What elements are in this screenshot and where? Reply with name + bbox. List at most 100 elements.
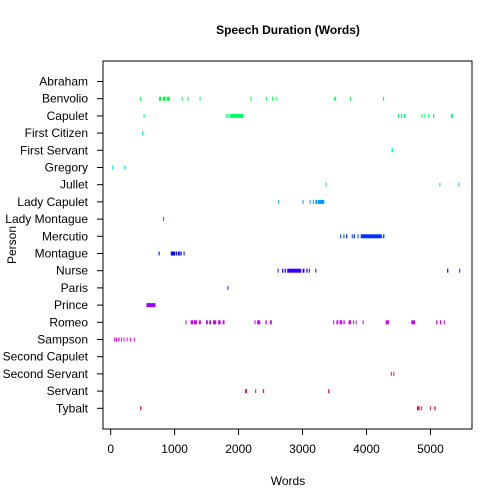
speech-segment	[439, 182, 441, 187]
speech-segment	[434, 406, 436, 411]
speech-segment	[143, 113, 145, 118]
speech-segment	[254, 320, 256, 325]
speech-segment	[362, 320, 364, 325]
speech-segment	[325, 182, 327, 187]
speech-segment	[450, 113, 453, 118]
y-tick-label: Gregory	[45, 161, 88, 175]
speech-segment	[124, 165, 126, 170]
speech-segment	[353, 320, 355, 325]
speech-segment	[199, 96, 201, 101]
speech-segment	[140, 96, 142, 101]
speech-segment	[397, 113, 400, 118]
x-tick-label: 4000	[353, 442, 380, 456]
speech-segment	[244, 389, 247, 394]
x-axis-label: Words	[271, 474, 305, 488]
speech-segment	[349, 96, 351, 101]
speech-segment	[269, 320, 272, 325]
speech-segment	[185, 320, 187, 325]
speech-segment	[351, 234, 353, 239]
speech-segment	[428, 113, 430, 118]
speech-segment	[302, 268, 305, 273]
speech-segment	[262, 389, 265, 394]
speech-segment	[212, 320, 217, 325]
x-tick-label: 2000	[225, 442, 252, 456]
speech-segment	[360, 234, 382, 239]
x-tick-label: 1000	[161, 442, 188, 456]
speech-segment	[432, 113, 435, 118]
speech-segment	[193, 320, 198, 325]
data-marks	[111, 96, 461, 411]
speech-segment	[129, 337, 131, 342]
speech-segment	[255, 389, 257, 394]
speech-segment	[111, 165, 113, 170]
x-tick-label: 3000	[289, 442, 316, 456]
speech-segment	[230, 113, 244, 118]
speech-segment	[339, 320, 343, 325]
speech-segment	[401, 113, 403, 118]
speech-segment	[385, 320, 389, 325]
speech-segment	[284, 268, 286, 273]
y-tick-label: Lady Montague	[5, 212, 88, 226]
speech-segment	[177, 251, 180, 256]
speech-segment	[166, 96, 170, 101]
speech-segment	[353, 234, 355, 239]
speech-segment	[393, 371, 395, 376]
speech-segment	[309, 199, 311, 204]
speech-segment	[315, 268, 317, 273]
speech-segment	[120, 337, 122, 342]
y-tick-label: Nurse	[56, 264, 88, 278]
speech-segment	[225, 113, 227, 118]
speech-segment	[390, 371, 392, 376]
speech-segment	[312, 199, 314, 204]
plot-frame	[102, 60, 473, 430]
speech-segment	[277, 268, 279, 273]
speech-segment	[447, 268, 449, 273]
y-tick-label: Tybalt	[56, 401, 89, 415]
y-tick-label: Paris	[61, 281, 88, 295]
speech-segment	[190, 320, 194, 325]
speech-segment	[278, 199, 280, 204]
speech-segment	[170, 251, 176, 256]
speech-segment	[142, 131, 144, 136]
y-tick-label: Abraham	[39, 75, 88, 89]
speech-segment	[424, 113, 426, 118]
speech-segment	[340, 234, 342, 239]
y-tick-label: Montague	[35, 247, 89, 261]
x-axis: 0 1000 2000 3000 4000 5000	[107, 429, 444, 456]
speech-segment	[336, 320, 339, 325]
speech-segment	[250, 96, 252, 101]
speech-segment	[133, 337, 135, 342]
speech-segment	[227, 285, 229, 290]
speech-segment	[198, 320, 201, 325]
speech-segment	[181, 96, 183, 101]
y-tick-label: First Servant	[20, 143, 89, 157]
speech-segment	[275, 96, 277, 101]
y-tick-label: Second Capulet	[3, 350, 89, 364]
speech-segment	[163, 217, 165, 222]
y-tick-label: Jullet	[60, 178, 89, 192]
speech-segment	[383, 234, 385, 239]
speech-segment	[272, 96, 274, 101]
speech-segment	[308, 268, 310, 273]
speech-segment	[265, 320, 267, 325]
speech-segment	[140, 406, 142, 411]
speech-segment	[417, 406, 420, 411]
y-tick-label: Second Servant	[3, 367, 89, 381]
speech-segment	[440, 320, 442, 325]
y-axis: Abraham Benvolio Capulet First Citizen First…	[3, 75, 103, 415]
speech-segment	[458, 182, 460, 187]
speech-segment	[205, 320, 208, 325]
speech-segment	[343, 320, 345, 325]
speech-segment	[355, 320, 357, 325]
speech-segment	[302, 199, 304, 204]
y-tick-label: Servant	[47, 384, 89, 398]
speech-segment	[257, 320, 261, 325]
speech-segment	[403, 113, 406, 118]
speech-segment	[443, 320, 445, 325]
speech-segment	[118, 337, 120, 342]
speech-segment	[328, 389, 330, 394]
speech-segment	[115, 337, 118, 342]
y-tick-label: Lady Capulet	[17, 195, 88, 209]
speech-segment	[317, 199, 325, 204]
